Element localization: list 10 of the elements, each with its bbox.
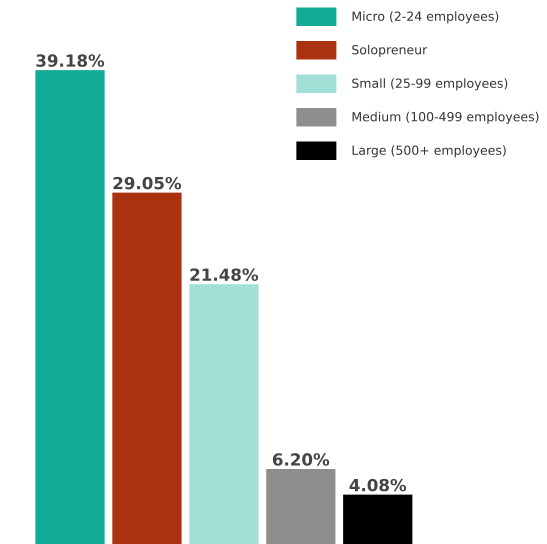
legend-label: Solopreneur: [352, 44, 428, 57]
data-label: 39.18%: [36, 54, 104, 67]
legend-label: Small (25-99 employees): [352, 78, 508, 90]
data-label: 21.48%: [190, 268, 258, 281]
legend-label: Medium (100-499 employees): [352, 112, 538, 124]
data-label: 6.20%: [272, 453, 330, 466]
legend-label: Large (500+ employees): [352, 145, 506, 158]
data-label: 29.05%: [114, 176, 182, 190]
data-label: 4.08%: [350, 478, 406, 492]
legend-label: Micro (2-24 employees): [352, 11, 498, 24]
